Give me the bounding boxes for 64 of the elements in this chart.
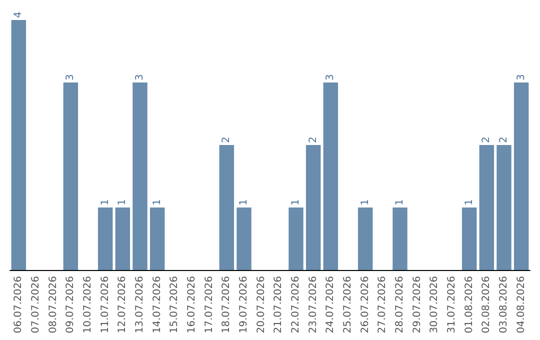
data-label: 3	[134, 74, 146, 80]
x-tick-label: 01.08.2026	[464, 276, 475, 334]
x-tick-label: 26.07.2026	[360, 276, 371, 334]
data-label: 1	[100, 199, 111, 206]
bar	[150, 208, 165, 270]
data-label: 2	[498, 136, 510, 143]
x-tick-label: 20.07.2026	[256, 276, 267, 334]
bar	[236, 208, 252, 270]
data-label: 2	[481, 136, 492, 143]
x-tick-label: 03.08.2026	[498, 276, 510, 334]
bar	[219, 145, 234, 270]
bar	[132, 82, 148, 270]
data-label: 1	[117, 199, 128, 206]
bar	[98, 208, 113, 270]
x-tick-label: 25.07.2026	[342, 276, 354, 334]
data-label: 2	[308, 136, 319, 143]
bar	[288, 208, 304, 270]
data-label: 1	[290, 199, 302, 206]
x-tick-label: 11.07.2026	[100, 276, 111, 334]
bar	[462, 208, 477, 270]
x-tick-label: 02.08.2026	[481, 276, 492, 334]
bar	[11, 20, 26, 270]
data-label: 3	[516, 74, 527, 80]
data-label: 1	[394, 199, 406, 206]
x-tick-label: 12.07.2026	[117, 276, 128, 334]
bar	[323, 82, 338, 270]
data-label: 1	[360, 199, 371, 206]
x-tick-label: 07.07.2026	[30, 276, 42, 334]
x-tick-label: 31.07.2026	[446, 276, 458, 334]
x-tick-label: 23.07.2026	[308, 276, 319, 334]
x-tick-label: 21.07.2026	[273, 276, 284, 334]
data-label: 3	[65, 74, 76, 80]
x-tick-label: 29.07.2026	[412, 276, 423, 334]
x-tick-label: 14.07.2026	[152, 276, 163, 334]
bar	[479, 145, 494, 270]
data-label: 1	[152, 199, 163, 206]
data-label: 1	[238, 199, 250, 206]
x-tick-label: 19.07.2026	[238, 276, 250, 334]
bar	[392, 208, 408, 270]
bar	[514, 82, 529, 270]
x-tick-label: 17.07.2026	[204, 276, 215, 334]
x-tick-label: 09.07.2026	[65, 276, 76, 334]
bar	[358, 208, 373, 270]
bar	[306, 145, 321, 270]
x-tick-label: 10.07.2026	[82, 276, 94, 334]
x-tick-label: 28.07.2026	[394, 276, 406, 334]
x-tick-label: 30.07.2026	[429, 276, 440, 334]
x-tick-label: 27.07.2026	[377, 276, 388, 334]
x-tick-label: 22.07.2026	[290, 276, 302, 334]
x-tick-label: 08.07.2026	[48, 276, 59, 334]
bar	[496, 145, 512, 270]
bar	[115, 208, 130, 270]
data-label: 3	[325, 74, 336, 80]
x-tick-label: 16.07.2026	[186, 276, 198, 334]
x-tick-label: 06.07.2026	[13, 276, 24, 334]
x-tick-label: 15.07.2026	[169, 276, 180, 334]
data-label: 4	[13, 12, 24, 18]
x-tick-label: 24.07.2026	[325, 276, 336, 334]
x-tick-label: 13.07.2026	[134, 276, 146, 334]
data-label: 2	[221, 136, 232, 143]
x-tick-label: 18.07.2026	[221, 276, 232, 334]
bar	[63, 82, 78, 270]
data-label: 1	[464, 199, 475, 206]
x-tick-label: 04.08.2026	[516, 276, 527, 334]
